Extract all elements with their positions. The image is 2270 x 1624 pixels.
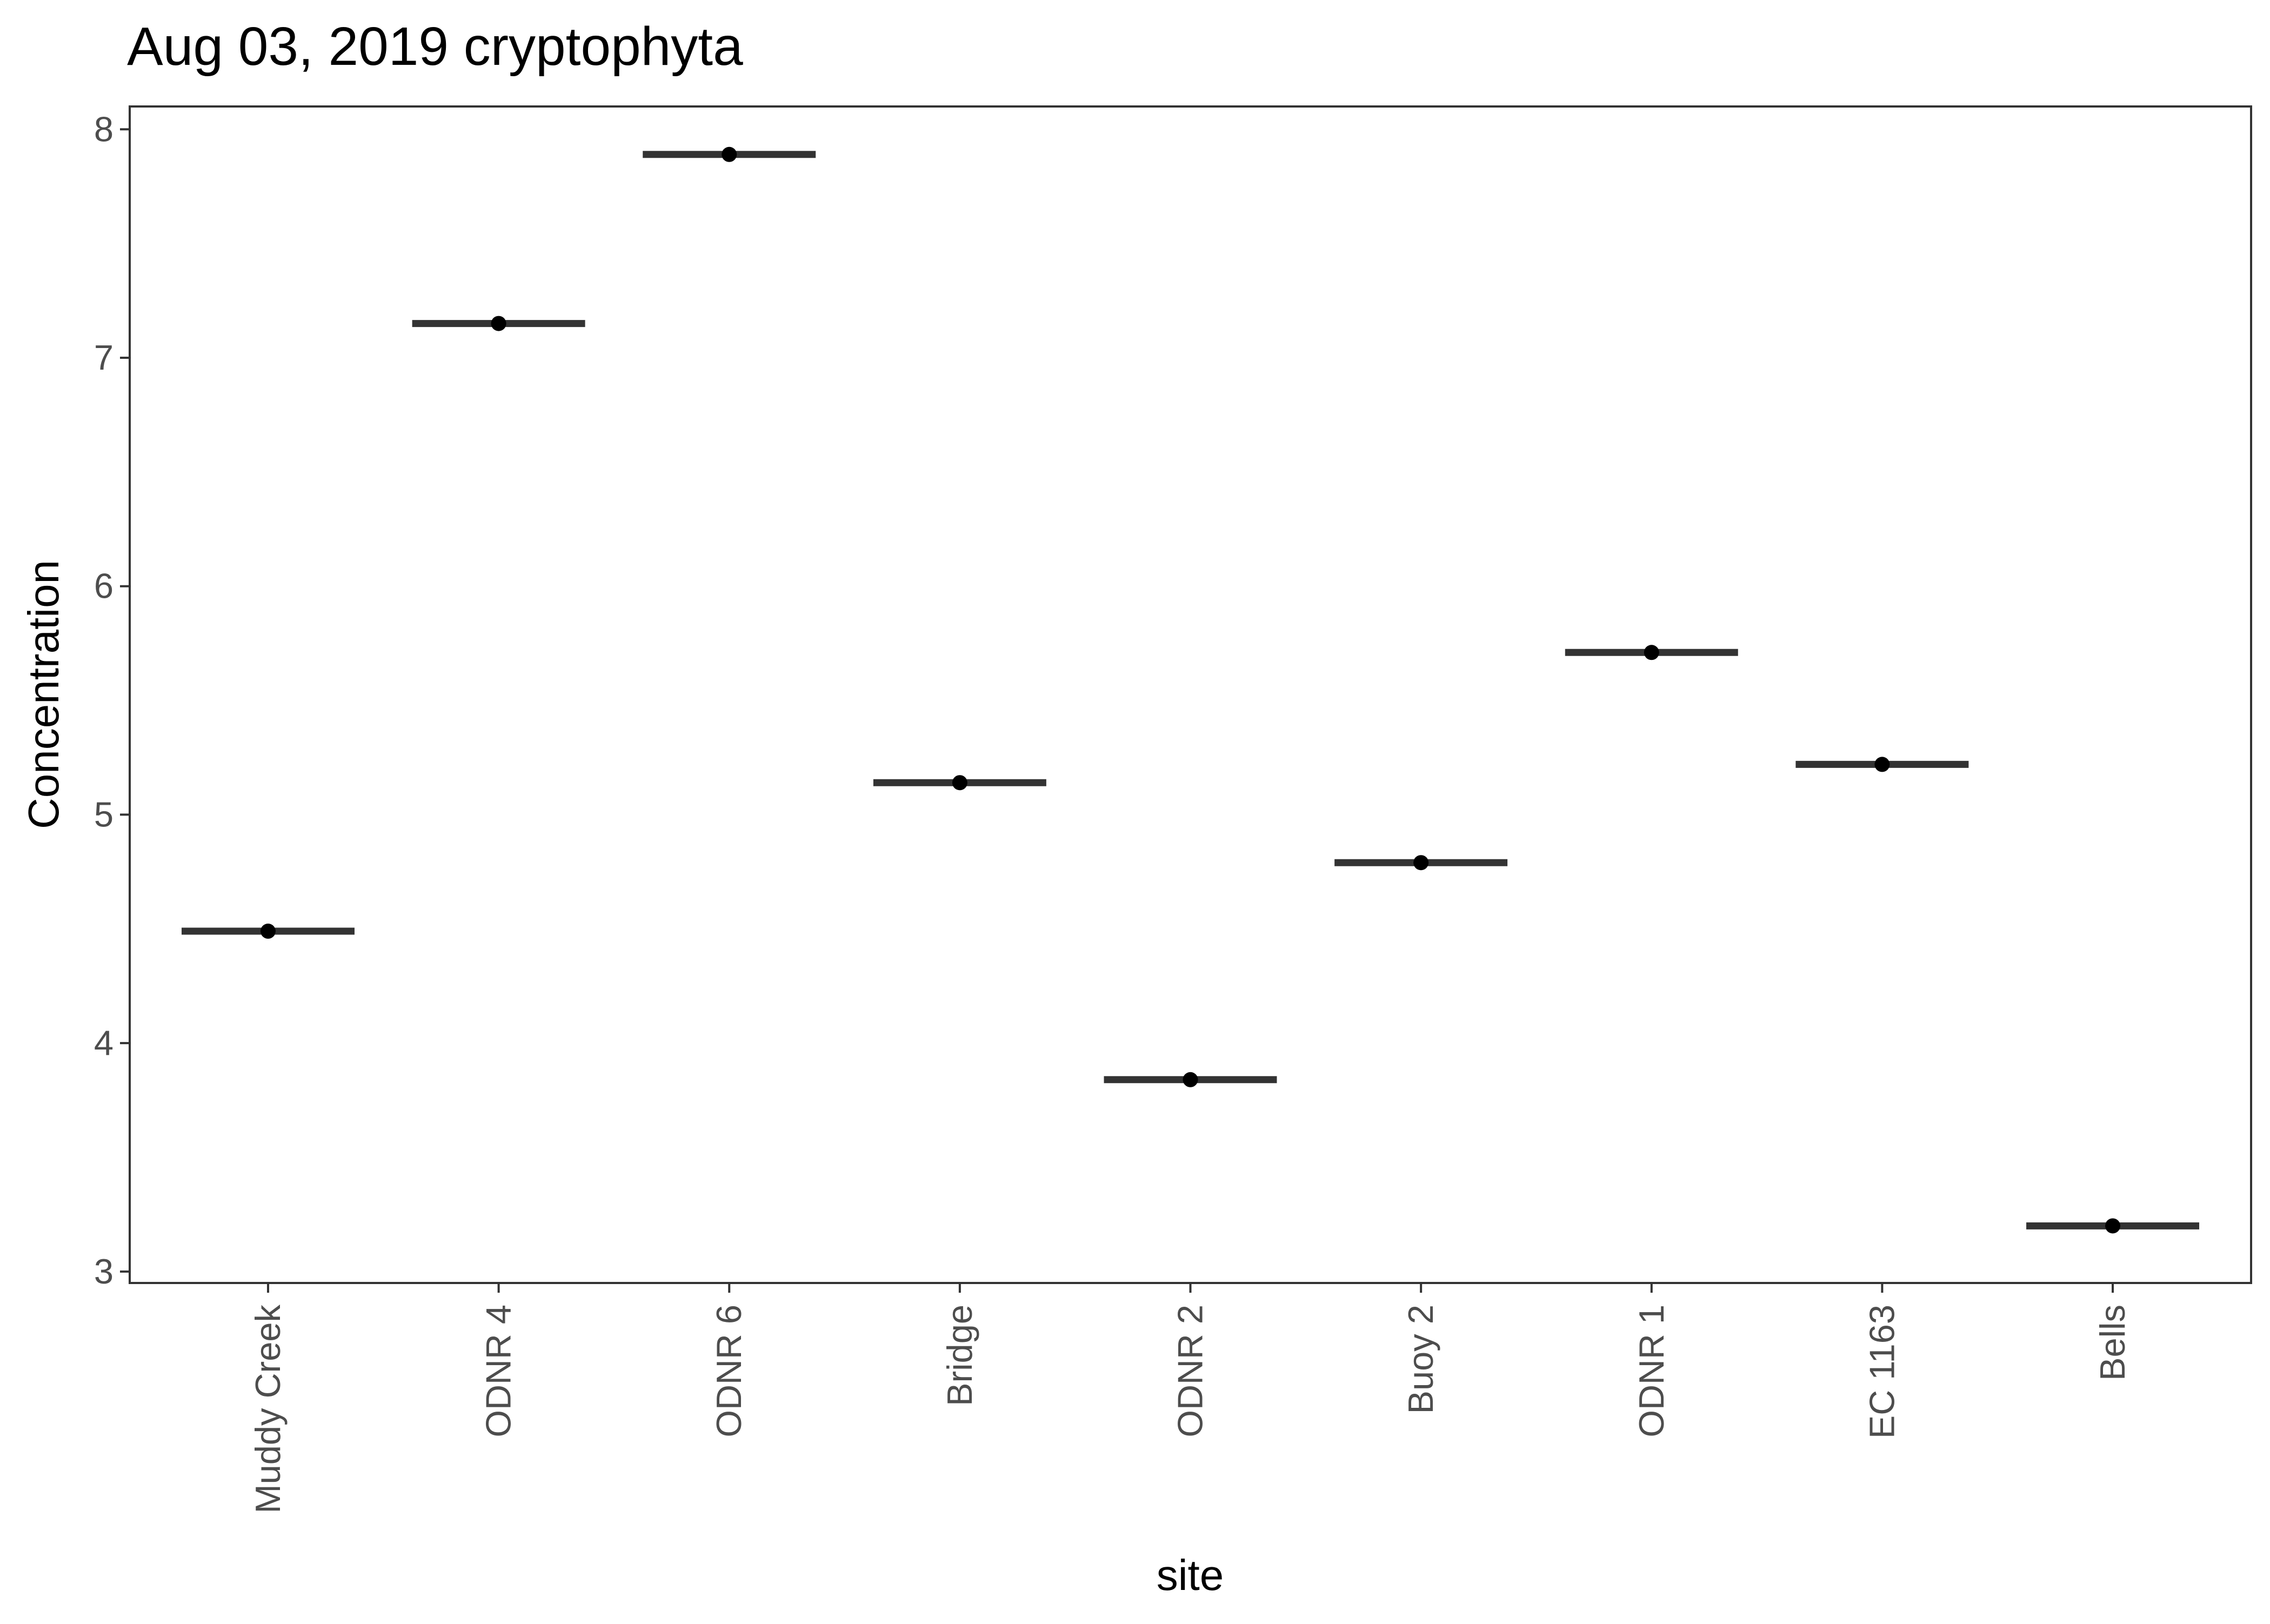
y-tick-label: 3	[94, 1252, 114, 1291]
y-tick-label: 8	[94, 109, 114, 149]
data-point	[1183, 1072, 1198, 1087]
x-tick-label: ODNR 6	[709, 1305, 749, 1438]
x-tick-label: Bells	[2093, 1305, 2132, 1381]
y-tick-label: 6	[94, 566, 114, 606]
x-axis: Muddy Creek ODNR 4 ODNR 6 Bridge ODNR 2 Buoy …	[248, 1283, 2132, 1514]
plot-panel	[129, 105, 2252, 1284]
x-tick-label: ODNR 1	[1632, 1305, 1671, 1438]
x-axis-title: site	[1157, 1551, 1224, 1599]
x-tick-label: Bridge	[940, 1305, 979, 1406]
data-point	[952, 775, 967, 791]
x-tick-label: Buoy 2	[1401, 1305, 1440, 1414]
data-point	[2105, 1218, 2121, 1234]
data-point	[491, 316, 506, 331]
data-point	[1644, 645, 1659, 660]
y-axis-title: Concentration	[19, 560, 68, 829]
data-point	[1874, 757, 1890, 772]
data-marks	[181, 146, 2200, 1234]
data-point	[1413, 855, 1429, 871]
x-tick-label: ODNR 2	[1171, 1305, 1210, 1438]
y-tick-label: 7	[94, 338, 114, 377]
y-tick-label: 4	[94, 1023, 114, 1062]
x-tick-label: Muddy Creek	[248, 1305, 288, 1514]
data-point	[722, 146, 737, 162]
y-tick-label: 5	[94, 794, 114, 834]
x-tick-label: EC 1163	[1862, 1305, 1901, 1439]
y-axis: 3 4 5 6 7 8	[94, 109, 130, 1291]
chart-title: Aug 03, 2019 cryptophyta	[127, 16, 743, 77]
x-tick-label: ODNR 4	[479, 1305, 518, 1438]
data-point	[260, 924, 276, 939]
